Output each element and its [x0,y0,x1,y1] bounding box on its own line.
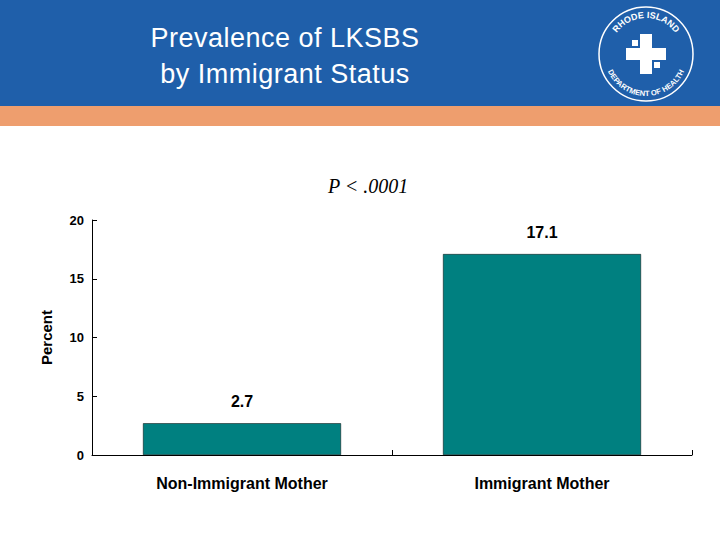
svg-text:Immigrant Mother: Immigrant Mother [474,475,609,492]
html-text:Prevalence of LKSBS by Immigra: Prevalence of LKSBS by Immigrant Status [150,23,420,89]
svg-text:DEPARTMENT OF HEALTH: DEPARTMENT OF HEALTH [606,68,686,98]
svg-text:0: 0 [77,448,84,463]
svg-text:2.7: 2.7 [231,393,253,410]
svg-text:Percent: Percent [38,310,55,365]
svg-text:RHODE ISLAND: RHODE ISLAND [610,10,681,35]
svg-text:10: 10 [70,330,84,345]
svg-text:Non-Immigrant Mother: Non-Immigrant Mother [156,475,328,492]
svg-text:P < .0001: P < .0001 [327,175,408,197]
svg-text:5: 5 [77,389,84,404]
svg-text:17.1: 17.1 [526,224,557,241]
svg-text:15: 15 [70,271,84,286]
svg-text:20: 20 [70,213,84,228]
